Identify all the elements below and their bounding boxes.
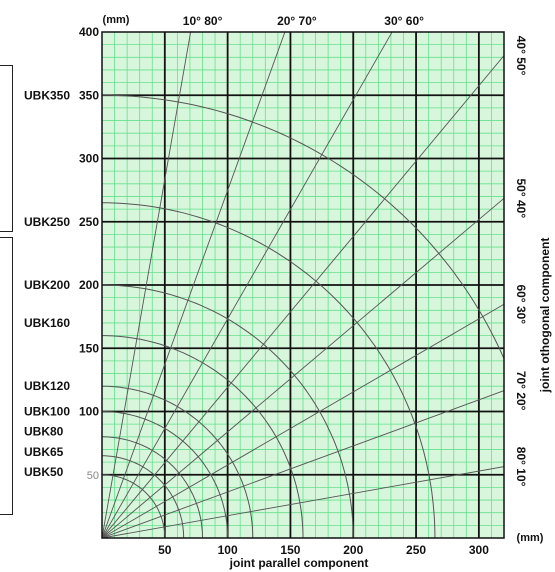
y-axis-label: joint othogonal component bbox=[538, 238, 552, 394]
series-labels: UBK350 UBK250 UBK200 UBK160 UBK120 UBK100 UBK8… bbox=[24, 88, 70, 479]
x-tick-label: 300 bbox=[469, 543, 489, 557]
x-tick-label: 50 bbox=[158, 543, 172, 557]
angle-rays bbox=[102, 32, 504, 538]
series-curve-ubk200 bbox=[102, 284, 354, 538]
y-tick-label: 350 bbox=[79, 88, 99, 102]
series-label: UBK65 bbox=[24, 445, 64, 459]
series-label: UBK120 bbox=[24, 379, 70, 393]
series-label: UBK200 bbox=[24, 278, 70, 292]
series-curve-ubk160 bbox=[102, 335, 304, 538]
angle-ray bbox=[102, 32, 192, 538]
x-tick-label: 200 bbox=[343, 543, 363, 557]
plot-frame bbox=[101, 31, 505, 539]
angle-label: 60° 30° bbox=[514, 284, 528, 324]
y-tick-label: 200 bbox=[79, 278, 99, 292]
angle-labels: 10° 80° 20° 70° 30° 60° 40° 50° 50° 40° 60° 3… bbox=[183, 14, 528, 487]
series-curve-ubk65 bbox=[102, 455, 185, 538]
y-tick-label: 100 bbox=[79, 405, 99, 419]
series-label: UBK50 bbox=[24, 465, 64, 479]
series-group-bracket-bottom bbox=[0, 237, 13, 515]
series-label: UBK160 bbox=[24, 316, 70, 330]
y-tick-label: 150 bbox=[79, 341, 99, 355]
angle-ray bbox=[102, 32, 286, 538]
x-axis-label: joint parallel component bbox=[229, 556, 369, 570]
x-tick-label: 250 bbox=[406, 543, 426, 557]
angle-label: 50° 40° bbox=[514, 179, 528, 219]
y-tick-label: 50 bbox=[87, 470, 99, 482]
angle-ray bbox=[102, 54, 504, 538]
angle-label: 40° 50° bbox=[514, 36, 528, 76]
series-label: UBK80 bbox=[24, 425, 64, 439]
series-group-bracket-top bbox=[0, 65, 13, 232]
angle-label: 10° 80° bbox=[183, 14, 223, 28]
angle-label: 30° 60° bbox=[384, 14, 424, 28]
y-tick-labels: 400 350 300 250 200 150 100 50 bbox=[79, 25, 99, 482]
series-curve-ubk50 bbox=[102, 474, 166, 538]
y-tick-label: 400 bbox=[79, 25, 99, 39]
angle-ray bbox=[102, 390, 504, 538]
series-curve-ubk100 bbox=[102, 411, 229, 538]
y-tick-label: 250 bbox=[79, 215, 99, 229]
series-curve-ubk120 bbox=[102, 385, 254, 538]
angle-label: 20° 70° bbox=[277, 14, 317, 28]
x-tick-labels: 50 100 150 200 250 300 bbox=[158, 543, 489, 557]
angle-ray bbox=[102, 32, 393, 538]
x-axis-unit: (mm) bbox=[517, 532, 544, 544]
y-axis-unit: (mm) bbox=[103, 14, 130, 26]
series-label: UBK100 bbox=[24, 405, 70, 419]
angle-ray bbox=[102, 197, 504, 538]
grid-major bbox=[102, 32, 504, 538]
series-label: UBK350 bbox=[24, 88, 70, 102]
angle-label: 70° 20° bbox=[514, 371, 528, 411]
x-tick-label: 100 bbox=[218, 543, 238, 557]
x-tick-label: 150 bbox=[280, 543, 300, 557]
angle-ray bbox=[102, 303, 504, 538]
series-curve-ubk80 bbox=[102, 436, 203, 538]
series-curve-ubk350 bbox=[102, 94, 504, 360]
series-curve-ubk250 bbox=[102, 202, 436, 538]
angle-label: 80° 10° bbox=[514, 447, 528, 487]
series-label: UBK250 bbox=[24, 215, 70, 229]
y-tick-label: 300 bbox=[79, 152, 99, 166]
series-curves bbox=[102, 94, 504, 538]
